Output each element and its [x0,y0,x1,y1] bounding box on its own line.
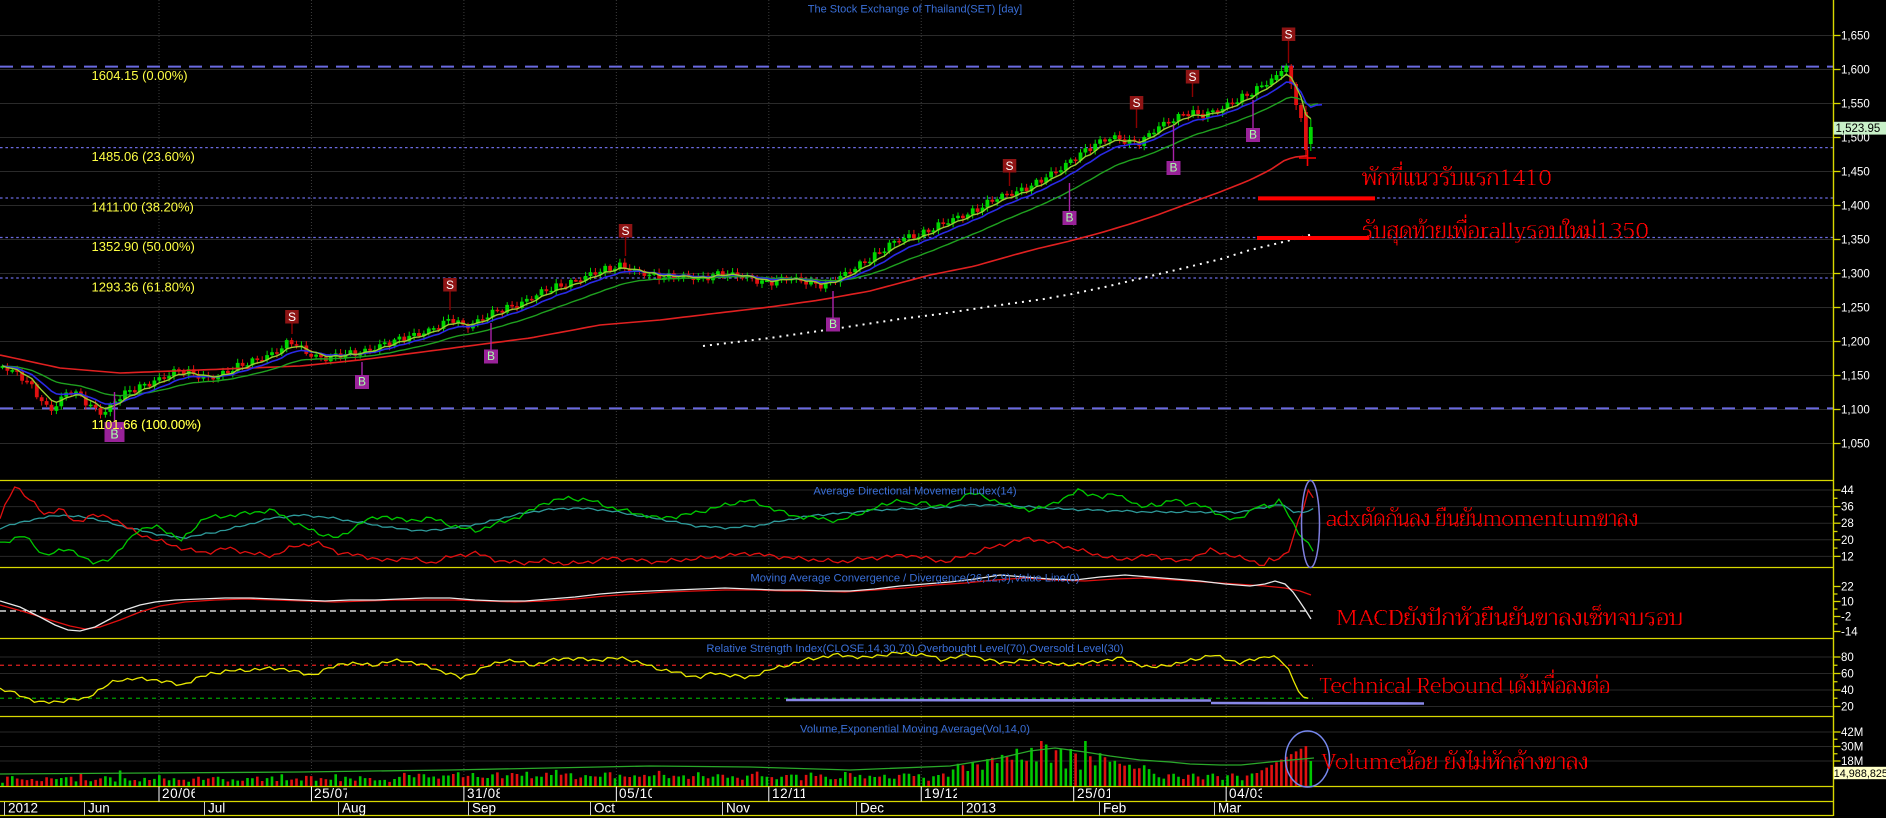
svg-text:Feb: Feb [1103,801,1126,816]
svg-text:1352.90 (50.00%): 1352.90 (50.00%) [92,239,195,254]
svg-text:1,550: 1,550 [1841,99,1870,111]
svg-text:Average Directional Movement I: Average Directional Movement Index(14) [813,486,1016,498]
svg-text:25/01: 25/01 [1077,786,1114,801]
svg-text:S: S [1005,159,1013,173]
svg-text:1,050: 1,050 [1841,439,1870,451]
svg-text:S: S [288,310,296,324]
svg-text:Mar: Mar [1218,801,1242,816]
svg-text:S: S [621,224,629,238]
svg-text:1,250: 1,250 [1841,303,1870,315]
svg-text:Sep: Sep [472,801,496,816]
svg-text:Volume,Exponential Moving Aver: Volume,Exponential Moving Average(Vol,14… [800,724,1030,736]
svg-text:S: S [446,278,454,292]
svg-text:80: 80 [1841,652,1854,664]
svg-text:Jul: Jul [208,801,225,816]
svg-text:The Stock Exchange of Thailand: The Stock Exchange of Thailand(SET) [day… [808,4,1022,16]
svg-text:B: B [358,375,366,389]
svg-text:1,300: 1,300 [1841,269,1870,281]
svg-text:12: 12 [1841,551,1854,563]
svg-text:B: B [1249,128,1257,142]
svg-text:20: 20 [1841,702,1854,714]
svg-text:1,200: 1,200 [1841,337,1870,349]
svg-text:10: 10 [1841,597,1854,609]
svg-text:B: B [1169,161,1177,175]
svg-text:B: B [110,428,118,442]
svg-text:42M: 42M [1841,727,1863,739]
svg-text:1293.36 (61.80%): 1293.36 (61.80%) [92,280,195,295]
svg-text:04/03: 04/03 [1229,786,1266,801]
svg-text:20/06: 20/06 [162,786,199,801]
svg-text:1,500: 1,500 [1841,133,1870,145]
svg-text:28: 28 [1841,518,1854,530]
svg-text:1,400: 1,400 [1841,201,1870,213]
svg-text:14,988,825: 14,988,825 [1834,768,1886,780]
svg-text:S: S [1132,96,1140,110]
svg-text:-14: -14 [1841,627,1858,639]
svg-text:Aug: Aug [342,801,366,816]
svg-text:B: B [487,349,495,363]
svg-text:2012: 2012 [8,801,38,816]
svg-text:-2: -2 [1841,612,1851,624]
svg-text:1,523.95: 1,523.95 [1836,123,1881,135]
svg-text:36: 36 [1841,502,1854,514]
svg-text:1,150: 1,150 [1841,371,1870,383]
svg-text:Oct: Oct [594,801,615,816]
svg-text:1,350: 1,350 [1841,235,1870,247]
svg-text:25/07: 25/07 [314,786,351,801]
svg-text:1101.66 (100.00%): 1101.66 (100.00%) [92,417,202,432]
svg-text:18M: 18M [1841,756,1863,768]
svg-text:1,650: 1,650 [1841,31,1870,43]
svg-text:B: B [829,317,837,331]
svg-text:1,450: 1,450 [1841,167,1870,179]
svg-text:40: 40 [1841,685,1854,697]
svg-text:Jun: Jun [88,801,110,816]
svg-text:12/11: 12/11 [772,786,808,801]
svg-text:B: B [1065,211,1073,225]
svg-text:05/10: 05/10 [619,786,656,801]
svg-text:1485.06 (23.60%): 1485.06 (23.60%) [92,149,195,164]
svg-text:31/08: 31/08 [467,786,504,801]
svg-text:30M: 30M [1841,742,1863,754]
svg-text:60: 60 [1841,669,1854,681]
svg-text:Dec: Dec [860,801,884,816]
svg-text:2013: 2013 [966,801,996,816]
svg-text:1,100: 1,100 [1841,405,1870,417]
svg-text:S: S [1188,70,1196,84]
svg-text:Relative Strength Index(CLOSE,: Relative Strength Index(CLOSE,14,30,70),… [706,643,1124,655]
svg-text:Moving Average Convergence / D: Moving Average Convergence / Divergence(… [750,573,1079,585]
svg-text:22: 22 [1841,582,1854,594]
svg-text:Nov: Nov [726,801,750,816]
svg-text:S: S [1284,28,1292,42]
svg-text:20: 20 [1841,535,1854,547]
svg-text:1411.00 (38.20%): 1411.00 (38.20%) [92,200,194,215]
svg-text:1604.15 (0.00%): 1604.15 (0.00%) [92,68,188,83]
svg-text:19/12: 19/12 [924,786,961,801]
svg-text:44: 44 [1841,485,1854,497]
svg-text:1,600: 1,600 [1841,65,1870,77]
